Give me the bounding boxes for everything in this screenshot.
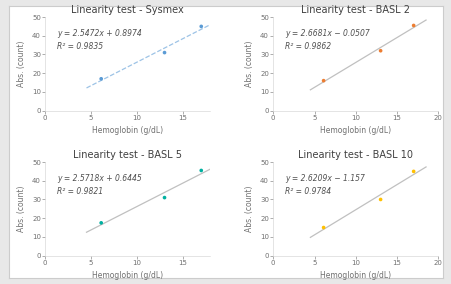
- Point: [197, 24, 204, 29]
- Point: [197, 168, 204, 173]
- Title: Linearity test - BASL 10: Linearity test - BASL 10: [298, 150, 412, 160]
- X-axis label: Hemoglobin (g/dL): Hemoglobin (g/dL): [320, 271, 391, 280]
- Point: [319, 225, 327, 230]
- Text: y = 2.6209x − 1.157: y = 2.6209x − 1.157: [284, 174, 364, 183]
- X-axis label: Hemoglobin (g/dL): Hemoglobin (g/dL): [92, 126, 163, 135]
- Text: y = 2.6681x − 0.0507: y = 2.6681x − 0.0507: [284, 29, 369, 38]
- Point: [376, 49, 383, 53]
- Text: R² = 0.9862: R² = 0.9862: [284, 42, 330, 51]
- Text: R² = 0.9821: R² = 0.9821: [57, 187, 103, 196]
- Point: [161, 50, 168, 55]
- Title: Linearity test - Sysmex: Linearity test - Sysmex: [71, 5, 184, 15]
- Text: y = 2.5718x + 0.6445: y = 2.5718x + 0.6445: [57, 174, 141, 183]
- Title: Linearity test - BASL 5: Linearity test - BASL 5: [73, 150, 182, 160]
- X-axis label: Hemoglobin (g/dL): Hemoglobin (g/dL): [92, 271, 163, 280]
- Y-axis label: Abs. (count): Abs. (count): [18, 41, 27, 87]
- Y-axis label: Abs. (count): Abs. (count): [245, 185, 254, 232]
- Text: R² = 0.9835: R² = 0.9835: [57, 42, 103, 51]
- Y-axis label: Abs. (count): Abs. (count): [245, 41, 254, 87]
- Point: [409, 169, 416, 174]
- Point: [97, 221, 105, 225]
- Point: [97, 76, 105, 81]
- Point: [409, 23, 416, 28]
- Text: y = 2.5472x + 0.8974: y = 2.5472x + 0.8974: [57, 29, 141, 38]
- X-axis label: Hemoglobin (g/dL): Hemoglobin (g/dL): [320, 126, 391, 135]
- Point: [319, 78, 327, 83]
- Text: R² = 0.9784: R² = 0.9784: [284, 187, 330, 196]
- Point: [376, 197, 383, 202]
- Title: Linearity test - BASL 2: Linearity test - BASL 2: [301, 5, 410, 15]
- Y-axis label: Abs. (count): Abs. (count): [18, 185, 27, 232]
- Point: [161, 195, 168, 200]
